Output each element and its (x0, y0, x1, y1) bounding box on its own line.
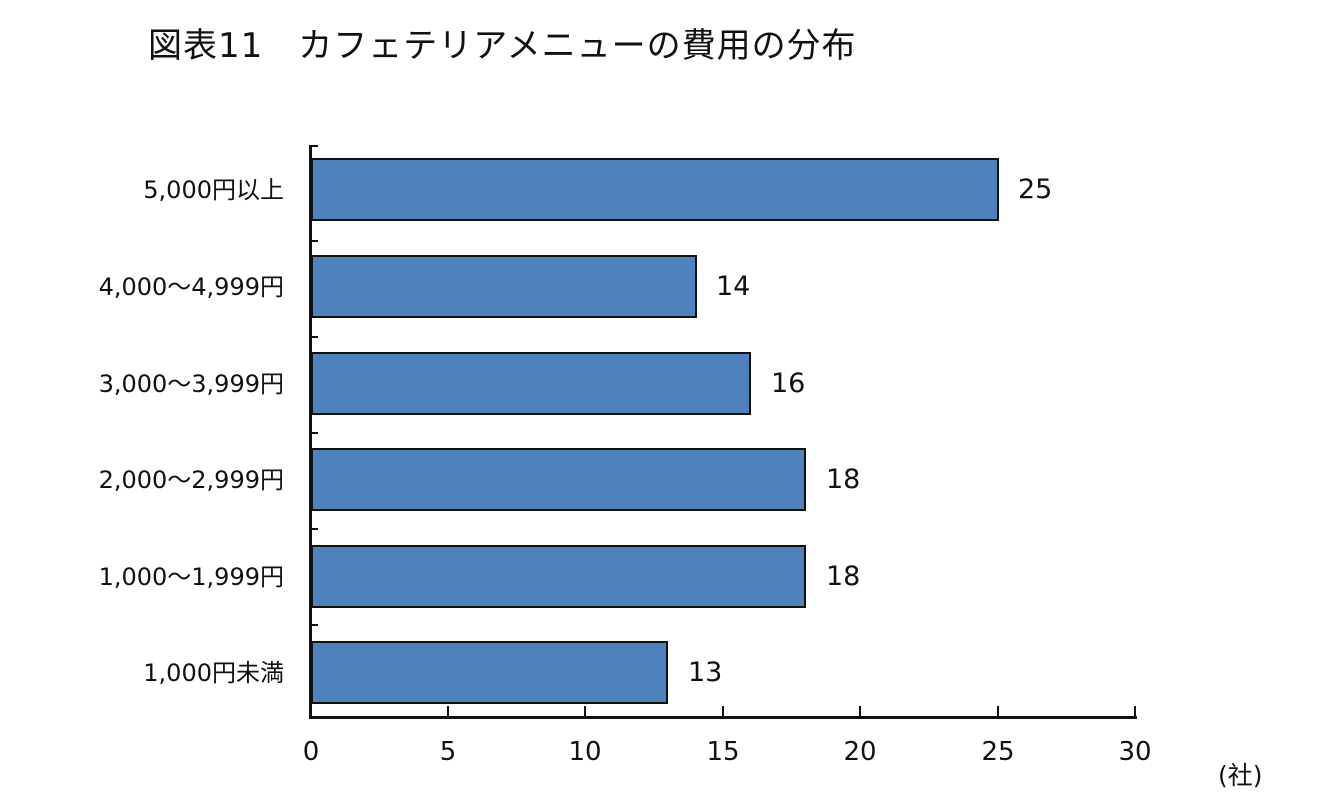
category-label: 4,000～4,999円 (98, 273, 284, 301)
y-tick (309, 336, 318, 338)
bar-3000-3999 (311, 352, 751, 415)
bar-2000-2999 (311, 448, 806, 511)
value-label: 18 (826, 561, 861, 592)
x-tick-label: 30 (1118, 737, 1152, 767)
category-label: 3,000～3,999円 (98, 370, 284, 398)
value-label: 14 (716, 271, 751, 302)
value-label: 18 (826, 464, 861, 495)
bar-1000-1999 (311, 545, 806, 608)
category-label: 2,000～2,999円 (98, 466, 284, 494)
category-label: 5,000円以上 (143, 176, 284, 204)
y-tick (309, 528, 318, 530)
bar-5000-plus (311, 158, 999, 221)
y-tick (309, 432, 318, 434)
bar-4000-4999 (311, 255, 697, 318)
x-tick (447, 706, 449, 718)
x-tick-label: 10 (568, 737, 602, 767)
category-label: 1,000円未満 (143, 659, 284, 687)
y-tick (309, 624, 318, 626)
x-tick (309, 706, 311, 718)
x-tick-label: 15 (706, 737, 740, 767)
bar-under-1000 (311, 641, 668, 704)
x-tick-label: 20 (843, 737, 877, 767)
x-tick (859, 706, 861, 718)
x-tick-label: 25 (981, 737, 1015, 767)
y-tick (309, 145, 318, 147)
value-label: 25 (1018, 174, 1053, 205)
category-label: 1,000～1,999円 (98, 563, 284, 591)
x-tick-label: 5 (439, 737, 457, 767)
value-label: 16 (771, 368, 806, 399)
x-tick (722, 706, 724, 718)
x-tick (584, 706, 586, 718)
chart-title: 図表11 カフェテリアメニューの費用の分布 (148, 26, 857, 66)
x-tick (1134, 706, 1136, 718)
y-tick (309, 240, 318, 242)
x-tick-label: 0 (302, 737, 320, 767)
x-axis-unit-label: (社) (1218, 761, 1263, 790)
x-tick (997, 706, 999, 718)
value-label: 13 (688, 657, 723, 688)
